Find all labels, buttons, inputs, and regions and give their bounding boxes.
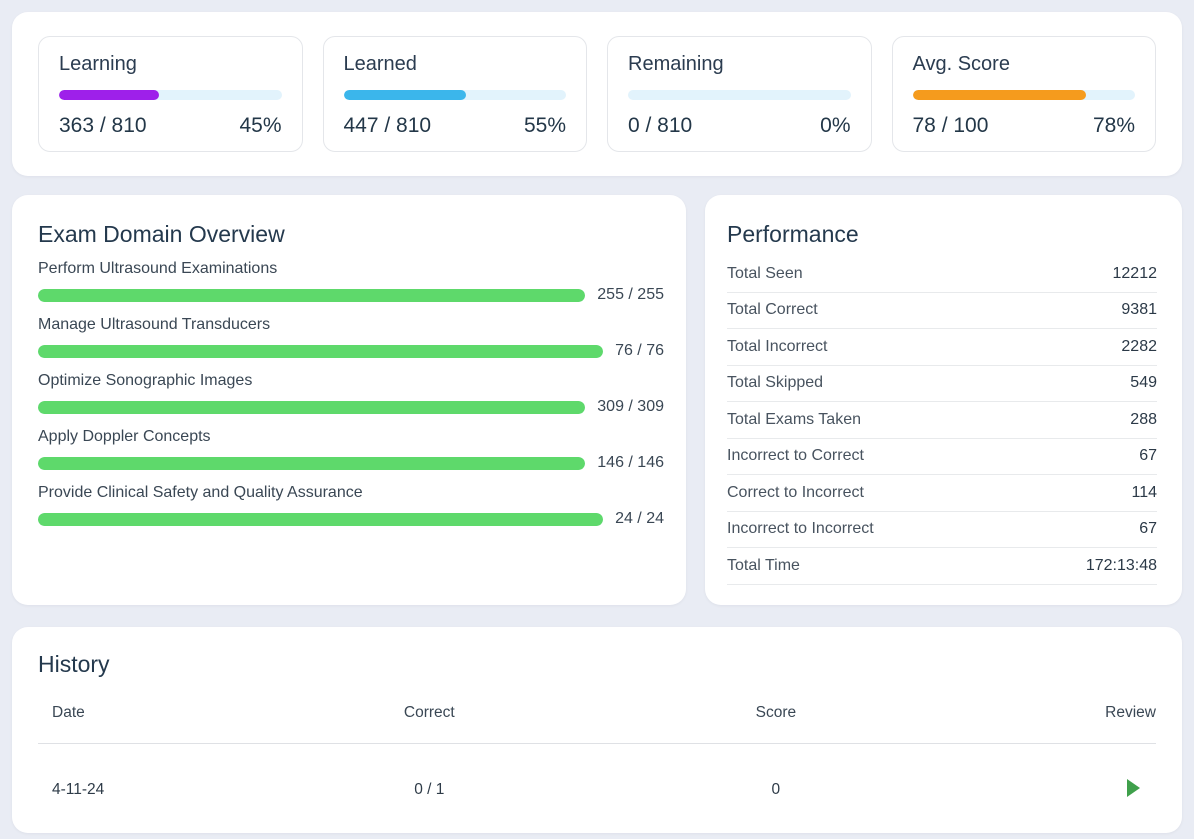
stat-value: 0 / 810 xyxy=(628,114,693,137)
performance-row: Incorrect to Correct 67 xyxy=(727,439,1157,475)
progress-fill xyxy=(912,90,1087,100)
history-row: 4-11-24 0 / 1 0 xyxy=(38,744,1156,833)
performance-row: Incorrect to Incorrect 67 xyxy=(727,512,1157,548)
domain-value: 76 / 76 xyxy=(615,342,664,359)
stat-title: Remaining xyxy=(628,53,724,75)
progress-track xyxy=(38,344,604,358)
performance-label: Total Incorrect xyxy=(727,337,828,355)
stat-percent: 78% xyxy=(1092,114,1135,137)
stat-percent: 0% xyxy=(820,114,851,137)
performance-label: Incorrect to Incorrect xyxy=(727,520,874,538)
domain-value: 255 / 255 xyxy=(597,286,664,303)
stat-title: Learned xyxy=(343,53,417,75)
progress-fill xyxy=(59,90,160,100)
performance-label: Incorrect to Correct xyxy=(727,447,864,465)
performance-row: Total Skipped 549 xyxy=(727,366,1157,402)
progress-track xyxy=(628,90,851,100)
history-col-correct: Correct xyxy=(403,703,455,721)
progress-fill xyxy=(38,344,604,358)
progress-fill xyxy=(38,456,586,470)
history-title: History xyxy=(38,650,110,677)
exam-domain-overview-title: Exam Domain Overview xyxy=(38,221,285,247)
performance-row: Total Correct 9381 xyxy=(727,293,1157,329)
domain-value: 309 / 309 xyxy=(597,398,664,415)
stat-value: 78 / 100 xyxy=(912,114,989,137)
domain-value: 24 / 24 xyxy=(615,510,664,527)
performance-label: Total Skipped xyxy=(727,374,824,392)
performance-row: Total Seen 12212 xyxy=(727,256,1157,293)
performance-value: 67 xyxy=(1139,520,1157,538)
summary-panel: Learning 363 / 810 45% Learned 447 / 810… xyxy=(12,12,1182,176)
domain-label: Provide Clinical Safety and Quality Assu… xyxy=(38,484,363,501)
performance-value: 114 xyxy=(1131,483,1157,501)
stat-card-learned: Learned 447 / 810 55% xyxy=(322,36,587,152)
history-row-score: 0 xyxy=(771,781,781,798)
domain-item: Optimize Sonographic Images 309 / 309 xyxy=(38,372,664,416)
progress-track xyxy=(343,90,566,100)
domain-item: Manage Ultrasound Transducers 76 / 76 xyxy=(38,316,664,360)
history-row-date: 4-11-24 xyxy=(52,781,105,798)
performance-value: 172:13:48 xyxy=(1085,556,1157,574)
progress-track xyxy=(59,90,282,100)
stat-percent: 55% xyxy=(523,114,566,137)
performance-value: 288 xyxy=(1130,410,1157,428)
progress-track xyxy=(38,288,586,302)
performance-row: Total Exams Taken 288 xyxy=(727,402,1157,439)
review-button[interactable] xyxy=(1126,778,1140,797)
domain-item: Perform Ultrasound Examinations 255 / 25… xyxy=(38,260,664,304)
stat-value: 447 / 810 xyxy=(343,114,432,137)
performance-label: Total Exams Taken xyxy=(727,410,861,428)
history-panel: History Date Correct Score Review 4-11-2… xyxy=(12,626,1182,833)
exam-domain-overview-panel: Exam Domain Overview Perform Ultrasound … xyxy=(12,195,686,605)
performance-label: Total Time xyxy=(727,556,800,574)
domain-item: Apply Doppler Concepts 146 / 146 xyxy=(38,428,664,472)
domain-label: Perform Ultrasound Examinations xyxy=(38,260,278,277)
performance-label: Correct to Incorrect xyxy=(727,483,864,501)
progress-track xyxy=(38,400,586,414)
performance-label: Total Seen xyxy=(727,264,803,282)
history-row-correct: 0 / 1 xyxy=(414,781,445,798)
stat-card-avg-score: Avg. Score 78 / 100 78% xyxy=(891,36,1156,152)
progress-fill xyxy=(343,90,466,100)
progress-track xyxy=(912,90,1135,100)
progress-fill xyxy=(38,400,586,414)
stat-percent: 45% xyxy=(239,114,282,137)
performance-row: Total Time 172:13:48 xyxy=(727,548,1157,585)
domain-label: Optimize Sonographic Images xyxy=(38,372,253,389)
performance-row: Correct to Incorrect 114 xyxy=(727,475,1157,512)
history-table: Date Correct Score Review 4-11-24 0 / 1 … xyxy=(38,704,1156,833)
progress-fill xyxy=(38,512,604,526)
stat-title: Learning xyxy=(59,53,137,75)
stat-card-remaining: Remaining 0 / 810 0% xyxy=(607,36,872,152)
stat-card-learning: Learning 363 / 810 45% xyxy=(38,36,303,152)
domain-value: 146 / 146 xyxy=(597,454,664,471)
history-col-review: Review xyxy=(1105,703,1156,721)
performance-value: 2282 xyxy=(1121,337,1157,355)
performance-panel: Performance Total Seen 12212 Total Corre… xyxy=(705,195,1182,605)
stat-value: 363 / 810 xyxy=(59,114,147,137)
domain-item: Provide Clinical Safety and Quality Assu… xyxy=(38,484,664,528)
progress-fill xyxy=(38,288,586,302)
history-col-date: Date xyxy=(52,703,85,721)
play-icon xyxy=(1126,778,1140,797)
progress-track xyxy=(38,456,586,470)
history-col-score: Score xyxy=(755,703,797,721)
performance-value: 9381 xyxy=(1121,301,1157,319)
progress-track xyxy=(38,512,604,526)
performance-row: Total Incorrect 2282 xyxy=(727,329,1157,366)
stat-title: Avg. Score xyxy=(912,53,1010,75)
history-header-row: Date Correct Score Review xyxy=(38,704,1156,744)
domain-label: Apply Doppler Concepts xyxy=(38,428,211,445)
performance-label: Total Correct xyxy=(727,301,818,319)
domain-label: Manage Ultrasound Transducers xyxy=(38,316,271,333)
performance-value: 12212 xyxy=(1112,264,1158,282)
performance-title: Performance xyxy=(727,221,859,247)
performance-value: 549 xyxy=(1130,374,1157,392)
performance-value: 67 xyxy=(1139,447,1157,465)
